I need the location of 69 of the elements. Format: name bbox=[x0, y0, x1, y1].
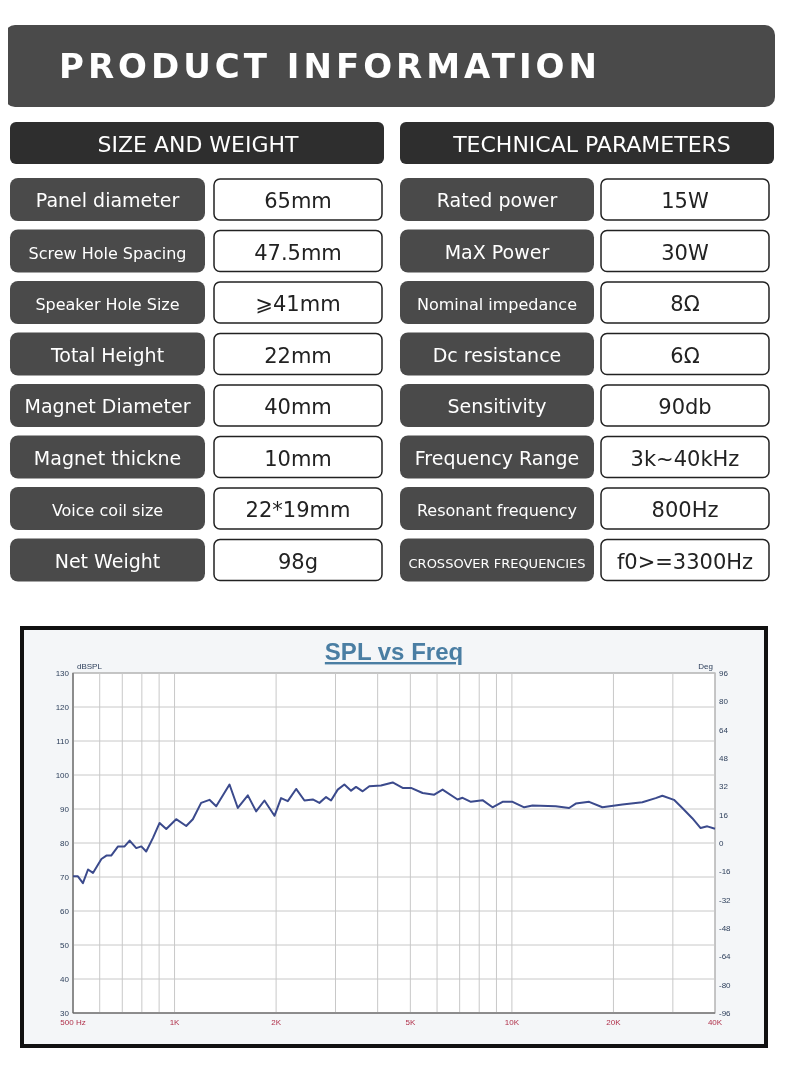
text: Screw Hole Spacing bbox=[28, 243, 187, 263]
text: SIZE AND WEIGHT bbox=[97, 132, 300, 157]
text: Net Weight bbox=[54, 549, 161, 572]
y2-tick-label: 32 bbox=[719, 782, 729, 792]
text: Speaker Hole Size bbox=[35, 295, 180, 314]
text: Rated power bbox=[436, 189, 558, 211]
text: 98g bbox=[277, 549, 319, 574]
text: 800Hz bbox=[651, 498, 719, 522]
y2-tick-label: 64 bbox=[719, 725, 729, 735]
x-tick-label: 2K bbox=[271, 1018, 282, 1027]
text: 40mm bbox=[264, 395, 332, 419]
y2-tick-label: -48 bbox=[719, 924, 732, 933]
y2-tick-label: -80 bbox=[719, 980, 732, 990]
y2-tick-label: -32 bbox=[719, 895, 732, 905]
text: CROSSOVER FREQUENCIES bbox=[408, 555, 586, 571]
x-tick-label: 10K bbox=[504, 1018, 520, 1027]
y-tick-label: 50 bbox=[60, 941, 70, 950]
text: Panel diameter bbox=[35, 189, 180, 211]
x-tick-label: 5K bbox=[405, 1018, 416, 1027]
text: 22*19mm bbox=[245, 498, 351, 522]
y2-tick-label: 80 bbox=[719, 697, 729, 707]
x-tick-label: 500 Hz bbox=[60, 1018, 86, 1027]
y-tick-label: 130 bbox=[55, 669, 70, 678]
y-tick-label: 100 bbox=[55, 771, 70, 780]
text: Nominal impedance bbox=[416, 295, 578, 314]
y2-tick-label: 96 bbox=[719, 669, 729, 678]
text: Dc resistance bbox=[432, 343, 562, 366]
text: Magnet Diameter bbox=[24, 395, 191, 417]
text: Total Height bbox=[49, 343, 165, 366]
text: MaX Power bbox=[444, 240, 550, 263]
y-tick-label: 40 bbox=[60, 975, 70, 984]
text: Resonant frequency bbox=[416, 501, 578, 520]
text: Frequency Range bbox=[414, 446, 580, 469]
y-tick-label: 90 bbox=[60, 805, 70, 814]
y-axis-title: dBSPL bbox=[77, 662, 103, 671]
chart-title: SPL vs Freq bbox=[324, 638, 464, 665]
y2-tick-label: -96 bbox=[719, 1009, 732, 1018]
y-tick-label: 80 bbox=[60, 839, 70, 848]
x-tick-label: 40K bbox=[707, 1018, 723, 1027]
text: Voice coil size bbox=[51, 501, 164, 520]
text: 65mm bbox=[264, 189, 332, 213]
text: PRODUCT INFORMATION bbox=[59, 46, 601, 86]
text: Sensitivity bbox=[447, 395, 547, 417]
y2-tick-label: 0 bbox=[719, 839, 724, 848]
text: 10mm bbox=[264, 446, 332, 471]
y-tick-label: 30 bbox=[60, 1009, 70, 1018]
text: f0>=3300Hz bbox=[616, 549, 754, 574]
y-tick-label: 110 bbox=[56, 737, 70, 746]
y2-axis-title: Deg bbox=[698, 662, 713, 671]
text: 3k~40kHz bbox=[630, 446, 740, 471]
x-tick-label: 20K bbox=[606, 1018, 622, 1027]
text: ⩾41mm bbox=[255, 292, 341, 316]
text: TECHNICAL PARAMETERS bbox=[452, 132, 731, 157]
y2-tick-label: -16 bbox=[719, 867, 732, 877]
text: 8Ω bbox=[670, 292, 700, 316]
text: Magnet thickne bbox=[33, 446, 182, 469]
text: 15W bbox=[661, 189, 709, 213]
text: 22mm bbox=[264, 343, 332, 368]
x-tick-label: 1K bbox=[169, 1018, 181, 1027]
text: 6Ω bbox=[670, 343, 700, 368]
y-tick-label: 120 bbox=[55, 703, 70, 712]
y2-tick-label: -64 bbox=[719, 952, 732, 962]
text: 47.5mm bbox=[254, 240, 342, 265]
y2-tick-label: 48 bbox=[719, 754, 729, 763]
y-tick-label: 60 bbox=[60, 907, 70, 916]
text: 90db bbox=[658, 395, 712, 419]
y2-tick-label: 16 bbox=[719, 810, 729, 820]
text: 30W bbox=[661, 240, 709, 265]
y-tick-label: 70 bbox=[60, 873, 70, 882]
